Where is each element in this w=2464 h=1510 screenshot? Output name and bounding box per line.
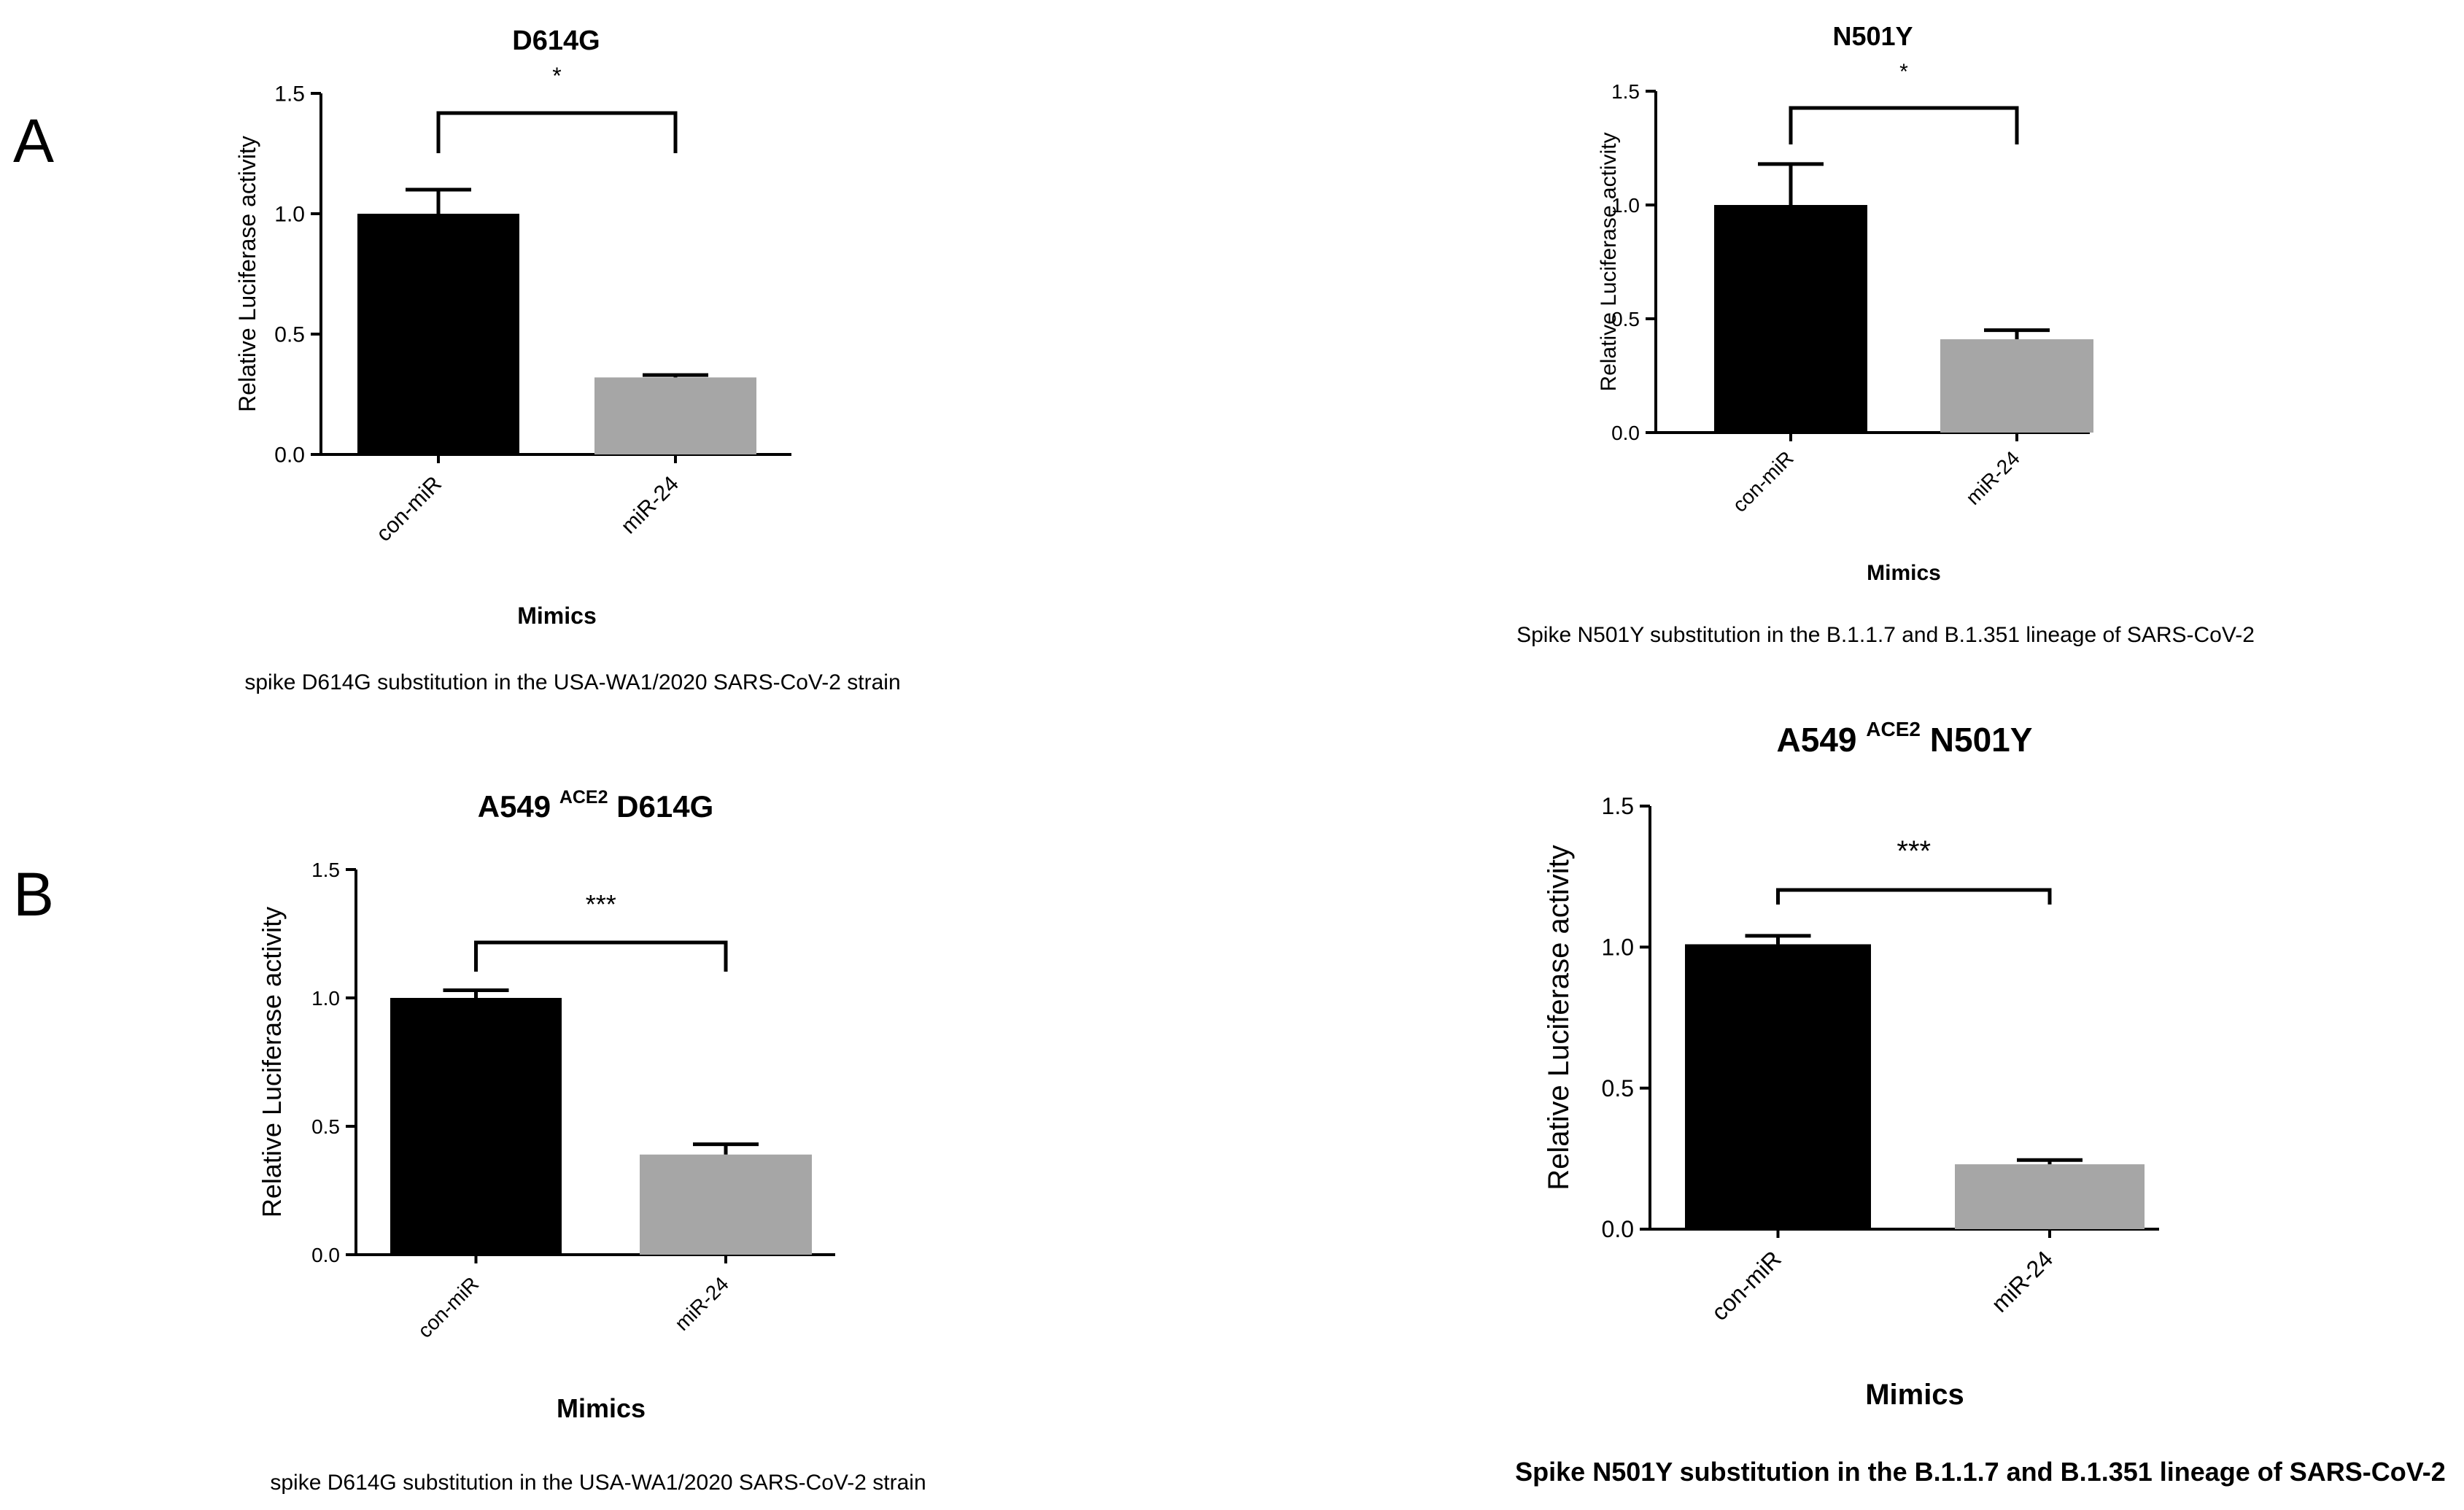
y-tick-label: 0.0 [311,1244,340,1266]
y-tick-label: 1.5 [1602,793,1634,819]
x-axis-label: Mimics [557,1393,646,1423]
x-tick-label: con-miR [372,472,446,546]
significance-label: * [1899,60,1908,84]
bar-con-miR [1714,205,1867,433]
significance-bracket [474,940,728,972]
y-tick-label: 1.0 [1611,194,1640,217]
chart-caption: Spike N501Y substitution in the B.1.1.7 … [1516,623,2255,647]
y-axis-label: Relative Luciferase activity [1597,132,1621,391]
significance-label: *** [586,889,616,919]
y-tick-label: 0.5 [1611,308,1640,330]
bar-miR-24 [640,1154,812,1255]
y-tick-label: 0.5 [274,323,305,347]
panel-label-a: A [13,107,54,175]
x-tick-label: con-miR [414,1272,484,1342]
chart-caption: Spike N501Y substitution in the B.1.1.7 … [1515,1457,2446,1487]
y-axis-label: Relative Luciferase activity [257,907,287,1217]
bar-miR-24 [1940,339,2093,433]
y-tick-label: 0.0 [1602,1216,1634,1242]
bar-con-miR [390,998,562,1255]
bar-miR-24 [1955,1164,2145,1229]
significance-bracket [1789,106,2019,144]
y-tick-label: 1.5 [311,859,340,881]
significance-bracket [1776,888,2052,905]
bar-miR-24 [594,377,756,454]
significance-bracket [436,111,678,153]
chart-title: N501Y [1832,21,1913,51]
chart-title: D614G [512,26,600,56]
y-tick-label: 0.0 [274,444,305,468]
x-tick-label: miR-24 [616,472,683,539]
y-tick-label: 1.0 [311,987,340,1010]
x-axis-label: Mimics [1867,561,1941,585]
chart-3: A549 ACE2 D614G 0.0 0.5 1.0 1.5 Relative Luci… [257,787,926,1495]
x-tick-label: miR-24 [670,1272,733,1335]
y-tick-label: 1.5 [1611,80,1640,103]
x-tick-label: miR-24 [1986,1245,2058,1317]
x-axis-label: Mimics [517,603,596,629]
x-tick-label: con-miR [1728,446,1798,516]
significance-label: * [552,63,561,89]
chart-1: D614G 0.0 0.5 1.0 1.5 Relative Luciferase act… [234,26,901,694]
chart-4: A549 ACE2 N501Y 0.0 0.5 1.0 1.5 Relative Luci… [1515,718,2446,1487]
significance-label: *** [1897,835,1931,867]
charts-container: D614G 0.0 0.5 1.0 1.5 Relative Luciferase act… [234,21,2446,1495]
bar-con-miR [1685,944,1871,1229]
chart-title: A549 ACE2 D614G [478,787,714,824]
chart-caption: spike D614G substitution in the USA-WA1/… [244,670,900,694]
chart-title: A549 ACE2 N501Y [1777,718,2033,759]
panel-label-b: B [13,860,54,929]
y-tick-label: 1.0 [1602,934,1634,961]
y-axis-label: Relative Luciferase activity [234,136,260,412]
x-tick-label: miR-24 [1961,446,2024,509]
y-tick-label: 1.0 [274,203,305,227]
y-tick-label: 0.0 [1611,422,1640,444]
bar-con-miR [357,214,519,454]
y-axis-label: Relative Luciferase activity [1543,845,1575,1190]
chart-caption: spike D614G substitution in the USA-WA1/… [270,1471,926,1495]
y-tick-label: 0.5 [1602,1075,1634,1101]
x-tick-label: con-miR [1706,1245,1786,1325]
chart-2: N501Y 0.0 0.5 1.0 1.5 Relative Luciferase act… [1516,21,2255,647]
y-tick-label: 0.5 [311,1115,340,1138]
x-axis-label: Mimics [1865,1379,1964,1411]
y-tick-label: 1.5 [274,82,305,107]
